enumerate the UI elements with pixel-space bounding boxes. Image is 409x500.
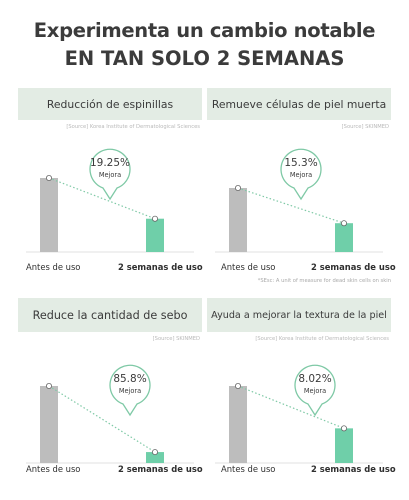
point-after: [151, 215, 158, 222]
improvement-bubble: 85.8% Mejora: [104, 362, 156, 420]
x-label-before: Antes de uso: [26, 464, 81, 474]
improvement-bubble-shape: [89, 148, 131, 201]
improvement-label: Mejora: [289, 171, 313, 179]
chart-footnote: *SEsc: A unit of measure for dead skin c…: [257, 278, 391, 284]
bar-after: [335, 428, 353, 463]
trend-line: [48, 177, 156, 220]
bar-chart-svg: [26, 382, 194, 464]
improvement-bubble: 8.02% Mejora: [289, 362, 341, 420]
headline: Experimenta un cambio notable EN TAN SOL…: [0, 18, 409, 72]
chart-title: Ayuda a mejorar la textura de la piel: [211, 309, 387, 321]
chart-source: [Source] Korea Institute of Dermatologic…: [255, 336, 389, 342]
bar-after: [335, 223, 353, 252]
chart-panel-sebum: Reduce la cantidad de sebo [Source] SKIN…: [18, 298, 203, 500]
bar-chart: [18, 146, 202, 266]
chart-title-box: Remueve células de piel muerta: [207, 88, 391, 120]
point-before: [234, 382, 241, 389]
bar-after: [146, 452, 164, 463]
chart-panel-spots: Reducción de espinillas [Source] Korea I…: [18, 88, 203, 298]
improvement-bubble-shape: [109, 364, 151, 417]
bar-before: [229, 386, 247, 463]
improvement-bubble: 19.25% Mejora: [84, 146, 136, 204]
chart-title: Remueve células de piel muerta: [211, 97, 387, 111]
improvement-value: 19.25%: [89, 157, 131, 169]
point-before: [45, 382, 52, 389]
point-after: [340, 425, 347, 432]
headline-line-2: EN TAN SOLO 2 SEMANAS: [64, 47, 345, 70]
improvement-value: 8.02%: [298, 373, 332, 385]
bar-before: [229, 188, 247, 252]
chart-panel-dead-skin: Remueve células de piel muerta [Source] …: [207, 88, 396, 298]
chart-title-box: Reducción de espinillas: [18, 88, 202, 120]
trend-line: [48, 385, 156, 453]
bar-chart: [207, 146, 391, 266]
chart-panel-texture: Ayuda a mejorar la textura de la piel [S…: [207, 298, 396, 500]
bar-after: [146, 218, 164, 252]
improvement-bubble: 15.3% Mejora: [275, 146, 327, 204]
bar-chart: [18, 356, 202, 476]
bar-chart-svg: [215, 185, 383, 253]
improvement-label: Mejora: [118, 387, 142, 395]
trend-line: [237, 187, 345, 224]
point-before: [45, 174, 52, 181]
point-after: [340, 220, 347, 227]
point-after: [151, 449, 158, 456]
x-label-before: Antes de uso: [221, 464, 276, 474]
improvement-label: Mejora: [303, 387, 327, 395]
x-label-after: 2 semanas de uso: [311, 464, 396, 474]
chart-title-box: Ayuda a mejorar la textura de la piel: [207, 298, 391, 332]
chart-title: Reducción de espinillas: [46, 97, 174, 111]
bar-before: [40, 178, 58, 252]
bar-chart-svg: [26, 174, 194, 253]
bar-chart-svg: [215, 382, 383, 464]
bar-before: [40, 386, 58, 463]
chart-title: Reduce la cantidad de sebo: [32, 308, 188, 322]
chart-source: [Source] SKINMED: [341, 124, 389, 130]
x-label-before: Antes de uso: [221, 262, 276, 272]
x-label-after: 2 semanas de uso: [311, 262, 396, 272]
chart-source: [Source] SKINMED: [152, 336, 200, 342]
improvement-value: 15.3%: [284, 157, 318, 169]
improvement-bubble-shape: [294, 364, 336, 417]
chart-title-box: Reduce la cantidad de sebo: [18, 298, 202, 332]
improvement-bubble-shape: [280, 148, 322, 201]
x-label-before: Antes de uso: [26, 262, 81, 272]
chart-source: [Source] Korea Institute of Dermatologic…: [66, 124, 200, 130]
trend-line: [237, 385, 345, 429]
x-label-after: 2 semanas de uso: [118, 262, 203, 272]
improvement-value: 85.8%: [113, 373, 147, 385]
improvement-label: Mejora: [98, 171, 122, 179]
bar-chart: [207, 356, 391, 476]
point-before: [234, 185, 241, 192]
x-label-after: 2 semanas de uso: [118, 464, 203, 474]
headline-line-1: Experimenta un cambio notable: [33, 19, 376, 42]
